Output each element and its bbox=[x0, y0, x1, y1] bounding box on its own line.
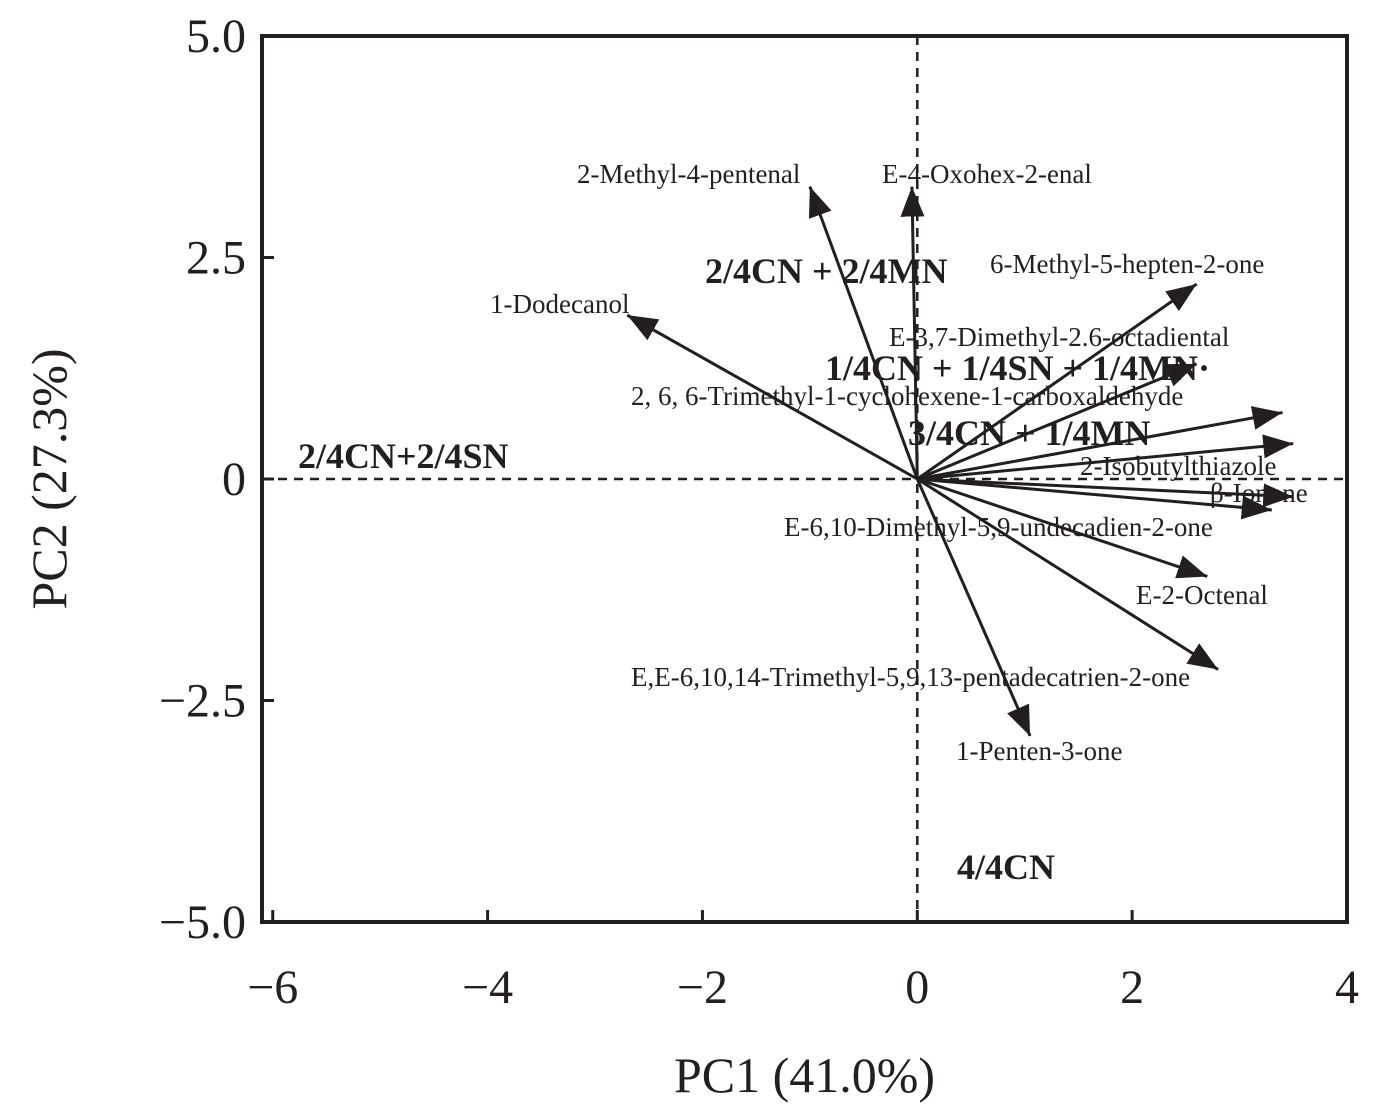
loading-label: 6-Methyl-5-hepten-2-one bbox=[990, 249, 1264, 279]
y-tick-label: −2.5 bbox=[159, 675, 246, 728]
loading-vector bbox=[917, 406, 1283, 481]
loading-label: 1-Dodecanol bbox=[490, 289, 629, 319]
loading-label: E,E-6,10,14-Trimethyl-5,9,13-pentadecatr… bbox=[631, 662, 1190, 692]
loading-vector bbox=[917, 477, 1272, 520]
loading-label: 2-Methyl-4-pentenal bbox=[577, 159, 800, 189]
x-tick-label: 2 bbox=[1120, 961, 1144, 1014]
sample-label: 4/4CN bbox=[957, 847, 1055, 887]
sample-label: 3/4CN + 1/4MN bbox=[908, 413, 1151, 453]
x-tick-label: −2 bbox=[677, 961, 728, 1014]
loading-vector bbox=[916, 477, 1208, 579]
x-tick-label: −4 bbox=[462, 961, 513, 1014]
plot-frame bbox=[260, 34, 1349, 924]
sample-labels: 2/4CN + 2/4MN 1/4CN + 1/4SN + 1/4MN· 3/4CN… bbox=[298, 251, 1210, 887]
loading-label: 1-Penten-3-one bbox=[956, 736, 1122, 766]
loading-labels: 2-Methyl-4-pentenal E-4-Oxohex-2-enal 1-Do… bbox=[490, 159, 1308, 766]
sample-label: 1/4CN + 1/4SN + 1/4MN· bbox=[825, 348, 1210, 388]
y-axis-ticks: −5.0 −2.5 0 2.5 5.0 bbox=[159, 10, 274, 949]
loading-vector bbox=[916, 282, 1198, 481]
y-tick-label: 2.5 bbox=[186, 232, 246, 285]
loading-label: 2-Isobutylthiazole bbox=[1080, 451, 1276, 481]
loading-vector bbox=[917, 434, 1294, 481]
x-axis-ticks: −6 −4 −2 0 2 4 bbox=[247, 910, 1359, 1014]
sample-label: 2/4CN + 2/4MN bbox=[705, 251, 948, 291]
loading-vector bbox=[917, 477, 1294, 508]
loading-label: β-Ionone bbox=[1210, 478, 1308, 508]
loading-vector bbox=[900, 186, 925, 480]
loading-vector bbox=[808, 186, 919, 480]
x-axis-title: PC1 (41.0%) bbox=[674, 1047, 935, 1103]
y-tick-label: 5.0 bbox=[186, 10, 246, 63]
loading-label: 2, 6, 6-Trimethyl-1-cyclohexene-1-carbox… bbox=[631, 381, 1183, 411]
x-tick-label: 0 bbox=[905, 961, 929, 1014]
loading-vectors bbox=[626, 186, 1294, 737]
loading-vector bbox=[916, 477, 1219, 671]
loading-label: E-4-Oxohex-2-enal bbox=[882, 159, 1092, 189]
loading-vector bbox=[916, 362, 1198, 481]
x-tick-label: 4 bbox=[1335, 961, 1359, 1014]
y-tick-label: −5.0 bbox=[159, 896, 246, 949]
x-tick-label: −6 bbox=[247, 961, 298, 1014]
sample-label: 2/4CN+2/4SN bbox=[298, 436, 509, 476]
loading-vector bbox=[626, 313, 919, 481]
loading-label: E-2-Octenal bbox=[1136, 580, 1268, 610]
loading-vector bbox=[915, 478, 1032, 737]
y-axis-title: PC2 (27.3%) bbox=[21, 348, 77, 609]
reference-lines bbox=[262, 36, 1347, 922]
loading-label: E-3,7-Dimethyl-2.6-octadiental bbox=[889, 322, 1229, 352]
loading-label: E-6,10-Dimethyl-5,9-undecadien-2-one bbox=[784, 512, 1213, 542]
y-tick-label: 0 bbox=[222, 453, 246, 506]
